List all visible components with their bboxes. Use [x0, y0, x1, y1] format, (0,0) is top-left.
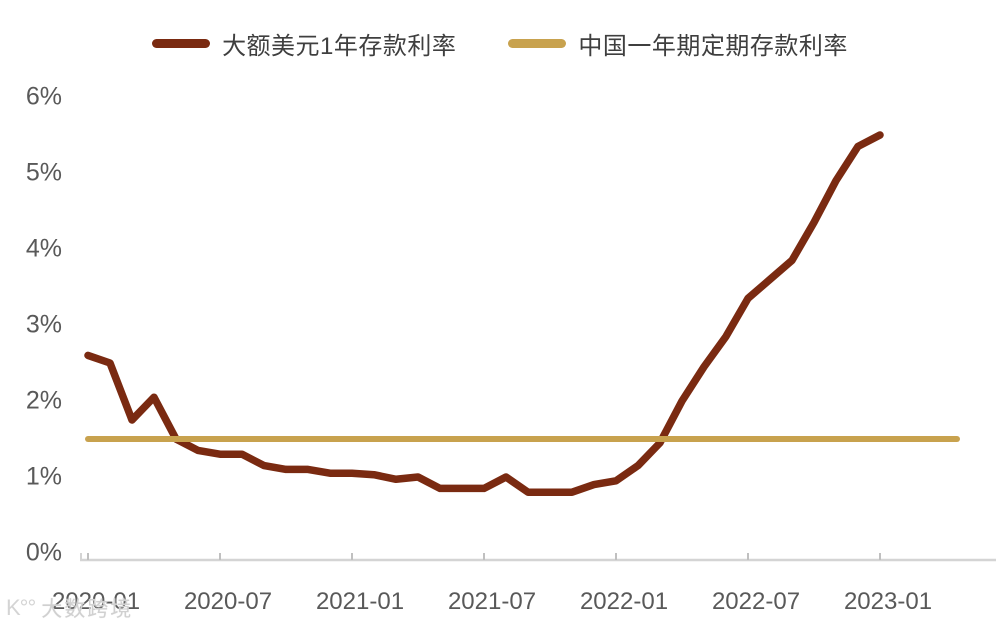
y-tick-label: 2%	[25, 386, 62, 415]
legend-line-swatch-icon	[508, 39, 567, 48]
x-tick-label: 2021-07	[447, 588, 537, 615]
legend-item: 中国一年期定期存款利率	[508, 26, 848, 61]
x-tick-label: 2021-01	[315, 588, 405, 615]
series-line	[84, 131, 884, 496]
y-tick-label: 5%	[25, 158, 62, 187]
legend-item: 大额美元1年存款利率	[152, 26, 456, 61]
y-tick-label: 4%	[25, 234, 62, 263]
x-tick-label: 2022-01	[579, 588, 669, 615]
legend-label: 大额美元1年存款利率	[222, 33, 457, 60]
watermark-text: 大数跨境	[41, 598, 134, 621]
watermark: K°° 大数跨境	[6, 593, 133, 623]
x-tick-label: 2020-01	[51, 588, 141, 615]
y-tick-label: 1%	[25, 462, 62, 491]
watermark-logo-icon: K°°	[6, 595, 36, 620]
y-tick-label: 0%	[25, 538, 62, 567]
x-tick-label: 2023-01	[843, 588, 933, 615]
x-tick-label: 2020-07	[183, 588, 273, 615]
x-tick-label: 2022-07	[711, 588, 801, 615]
legend-label: 中国一年期定期存款利率	[578, 33, 848, 60]
y-tick-label: 3%	[25, 310, 62, 339]
legend-line-swatch-icon	[152, 39, 211, 48]
legend: 大额美元1年存款利率 中国一年期定期存款利率	[0, 26, 1000, 61]
y-tick-label: 6%	[25, 82, 62, 111]
